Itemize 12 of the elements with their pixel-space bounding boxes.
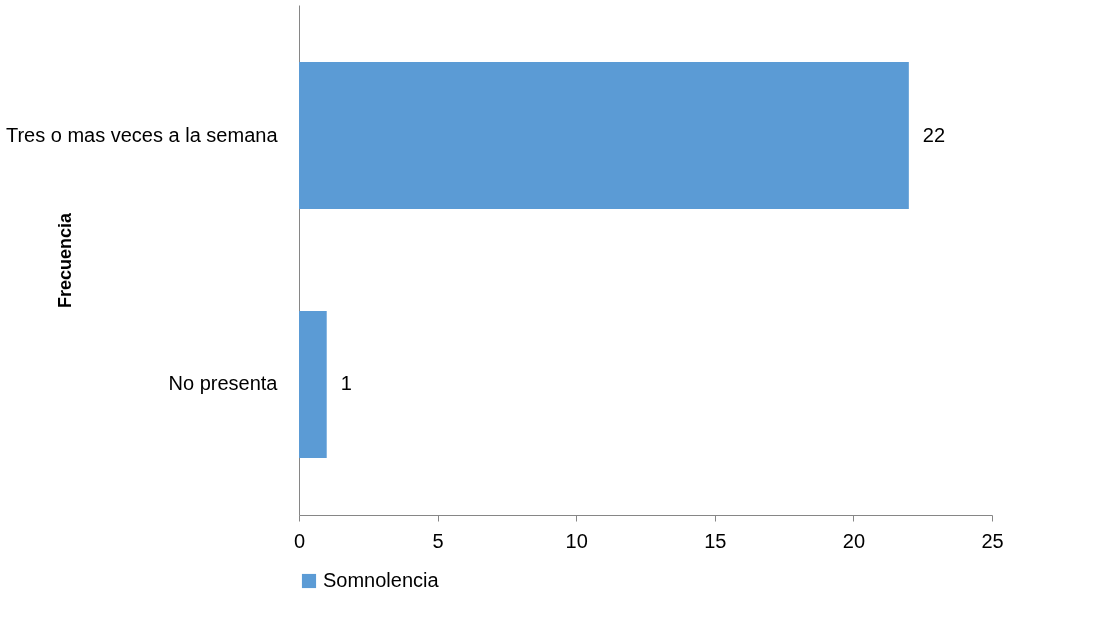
x-tick-label: 15 [704,529,727,552]
y-tick-label: No presenta [168,372,279,395]
data-label: 1 [340,372,352,395]
x-tick-label: 0 [293,529,306,552]
x-tick-label: 10 [565,529,588,552]
x-tick-label: 5 [432,529,444,552]
y-axis-title: Frecuencia [54,211,75,309]
x-tick-label: 25 [981,529,1004,552]
x-tick-label: 20 [842,529,866,552]
y-tick-label: Tres o mas veces a la semana [5,123,279,146]
legend-label: Somnolencia [323,569,440,591]
data-label: 22 [922,123,946,146]
